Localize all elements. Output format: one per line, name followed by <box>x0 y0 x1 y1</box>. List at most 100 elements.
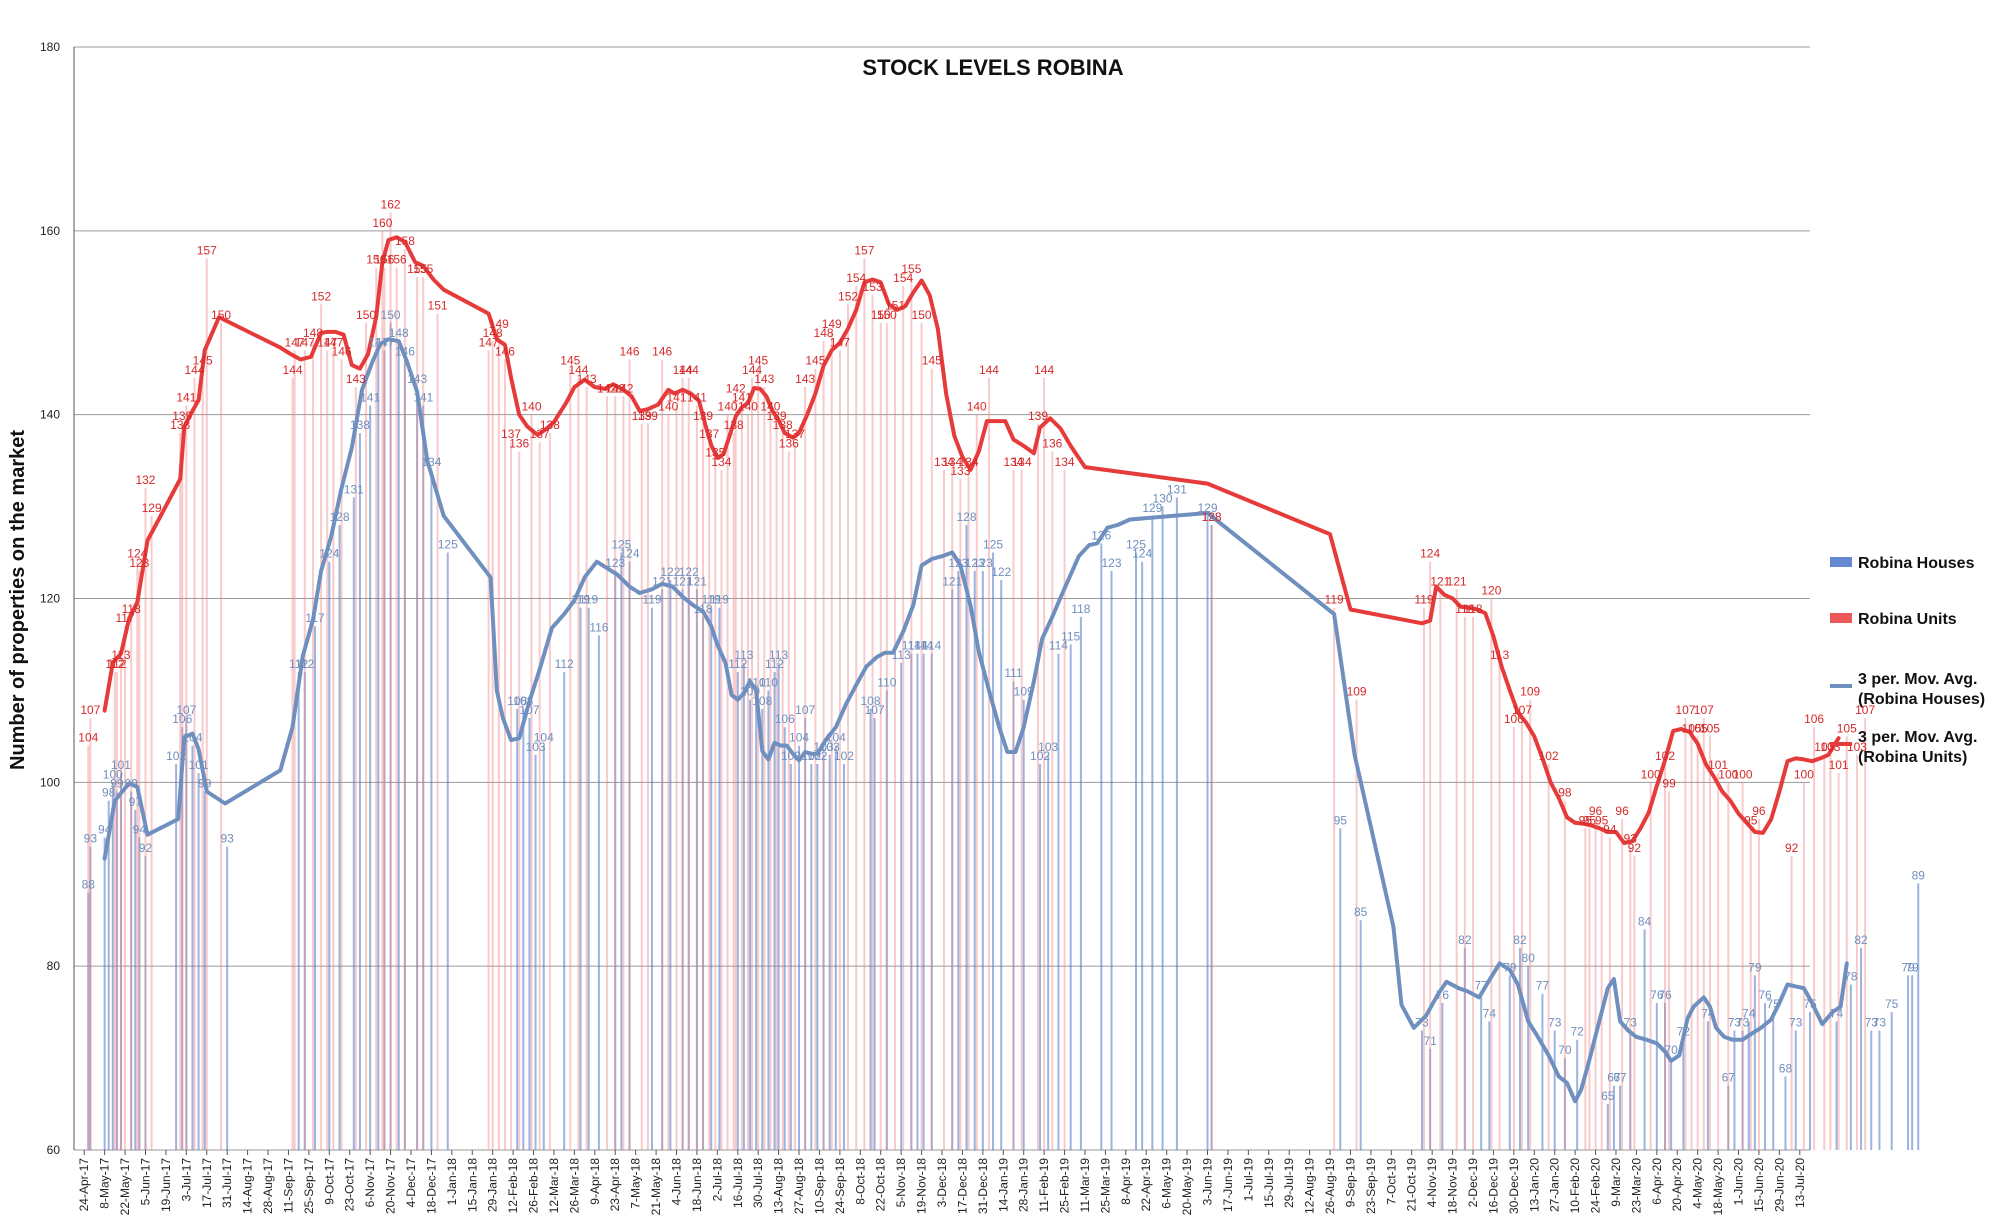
units-bar <box>726 414 729 1151</box>
units-data-label: 146 <box>620 345 640 359</box>
units-data-label: 134 <box>959 455 979 469</box>
houses-data-label: 106 <box>775 712 795 726</box>
units-data-label: 102 <box>1539 749 1559 763</box>
legend-label: Robina Units <box>1858 611 1957 628</box>
houses-bar <box>777 662 780 1150</box>
units-bar <box>1422 607 1425 1150</box>
x-tick-label: 20-May-19 <box>1180 1158 1194 1216</box>
houses-data-label: 113 <box>892 648 911 662</box>
houses-data-label: 114 <box>1049 639 1068 653</box>
houses-data-label: 112 <box>289 657 308 671</box>
x-tick-label: 16-Jul-18 <box>731 1158 745 1208</box>
houses-bar <box>761 708 764 1150</box>
houses-bar <box>597 635 600 1150</box>
x-tick-label: 3-Jul-17 <box>179 1158 193 1202</box>
houses-data-label: 114 <box>908 639 927 653</box>
houses-bar <box>810 763 813 1150</box>
x-tick-label: 14-Aug-17 <box>241 1158 255 1214</box>
houses-bar <box>446 552 449 1150</box>
units-bar <box>1749 828 1752 1150</box>
houses-data-label: 123 <box>1101 556 1121 570</box>
houses-data-label: 104 <box>182 731 202 745</box>
houses-data-label: 67 <box>1722 1071 1736 1085</box>
x-tick-label: 1-Jul-19 <box>1241 1158 1255 1202</box>
units-data-label: 139 <box>1028 409 1048 423</box>
houses-data-label: 121 <box>673 574 693 588</box>
houses-bar <box>1764 1002 1767 1150</box>
houses-bar <box>1429 1048 1432 1150</box>
houses-bar <box>1210 524 1213 1150</box>
units-bar <box>503 359 506 1150</box>
units-data-label: 121 <box>1430 574 1450 588</box>
units-bar <box>746 414 749 1151</box>
houses-data-label: 131 <box>344 482 364 496</box>
houses-bar <box>1619 1085 1622 1150</box>
x-tick-label: 30-Dec-19 <box>1507 1158 1521 1214</box>
x-tick-label: 19-Nov-18 <box>915 1158 929 1214</box>
houses-data-label: 141 <box>413 390 433 404</box>
units-data-label: 118 <box>1463 602 1482 616</box>
units-data-label: 147 <box>323 335 343 349</box>
units-data-label: 105 <box>1682 721 1702 735</box>
units-bar <box>975 414 978 1151</box>
units-data-label: 142 <box>605 381 625 395</box>
houses-bar <box>661 589 664 1150</box>
units-data-label: 128 <box>1202 510 1222 524</box>
houses-bar <box>587 607 590 1150</box>
x-tick-label: 21-May-18 <box>649 1158 663 1216</box>
units-bar <box>1823 754 1826 1150</box>
units-data-label: 133 <box>950 464 970 478</box>
units-data-label: 101 <box>1708 758 1728 772</box>
houses-bar <box>1682 1039 1685 1150</box>
x-tick-label: 5-Nov-18 <box>894 1158 908 1208</box>
units-data-label: 107 <box>1675 703 1695 717</box>
units-bar <box>606 396 609 1150</box>
houses-data-label: 98 <box>102 786 116 800</box>
units-data-label: 136 <box>509 436 529 450</box>
units-data-label: 151 <box>885 299 905 313</box>
units-bar <box>695 405 698 1151</box>
x-tick-label: 13-Jan-20 <box>1527 1158 1541 1212</box>
units-bar <box>577 377 580 1150</box>
units-bar <box>763 387 766 1150</box>
x-tick-label: 29-Jun-20 <box>1772 1158 1786 1212</box>
houses-data-label: 82 <box>1458 933 1472 947</box>
houses-data-label: 129 <box>1142 501 1162 515</box>
houses-bar <box>87 892 90 1150</box>
units-data-label: 109 <box>1520 685 1540 699</box>
units-bar <box>1864 717 1867 1150</box>
houses-data-label: 112 <box>728 657 747 671</box>
houses-data-label: 103 <box>814 740 834 754</box>
houses-data-label: 70 <box>1664 1043 1678 1057</box>
x-tick-label: 24-Apr-17 <box>77 1158 91 1212</box>
houses-data-label: 119 <box>579 593 598 607</box>
units-data-label: 152 <box>838 289 858 303</box>
houses-data-label: 72 <box>1677 1025 1691 1039</box>
x-tick-label: 3-Dec-18 <box>935 1158 949 1208</box>
units-data-label: 138 <box>724 418 744 432</box>
houses-bar <box>710 607 713 1150</box>
houses-bar <box>369 405 372 1151</box>
units-data-label: 101 <box>1829 758 1849 772</box>
units-data-label: 141 <box>687 390 707 404</box>
houses-data-label: 80 <box>1521 951 1535 965</box>
units-bar <box>403 249 406 1150</box>
houses-data-label: 104 <box>534 731 554 745</box>
data-labels-layer: 8893949810099101999794921021061071041019… <box>78 197 1925 1103</box>
legend-swatch <box>1830 557 1852 567</box>
units-data-label: 144 <box>673 363 693 377</box>
units-bar <box>124 626 127 1150</box>
x-tick-label: 7-Oct-19 <box>1384 1158 1398 1205</box>
x-tick-label: 4-Nov-19 <box>1425 1158 1439 1208</box>
houses-data-label: 94 <box>133 822 147 836</box>
houses-bar <box>1161 506 1164 1150</box>
houses-data-label: 79 <box>1901 960 1915 974</box>
houses-bar <box>681 589 684 1150</box>
x-tick-label: 22-Oct-18 <box>874 1158 888 1212</box>
units-bar <box>303 350 306 1150</box>
houses-bar <box>1069 644 1072 1150</box>
houses-data-label: 67 <box>1613 1071 1627 1085</box>
units-bar <box>354 387 357 1150</box>
houses-data-label: 119 <box>642 593 661 607</box>
units-bar <box>951 469 954 1151</box>
